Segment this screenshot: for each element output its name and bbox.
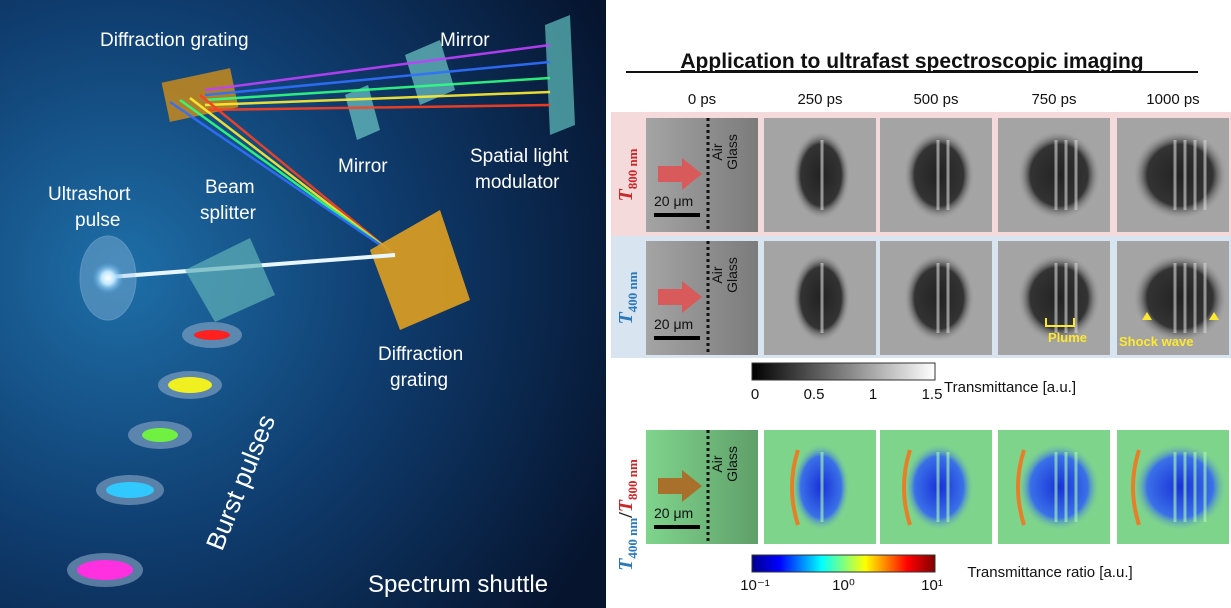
panel-title: Application to ultrafast spectroscopic i… [680, 50, 1143, 73]
slm [545, 15, 575, 135]
figure: Diffraction grating Mirror Mirror Spatia… [0, 0, 1231, 608]
spot [92, 262, 124, 294]
feature [1133, 131, 1227, 219]
column-label: 250 ps [797, 91, 842, 108]
colorbar-tick: 0 [751, 386, 759, 403]
colorbar-tick: 1.5 [922, 386, 943, 403]
subscript: 400 nm [625, 271, 640, 312]
annotation: Air [709, 455, 725, 472]
scale-label: 20 μm [654, 193, 693, 209]
label: modulator [475, 172, 560, 193]
annotation: Plume [1048, 330, 1087, 345]
scale-label: 20 μm [654, 316, 693, 332]
colorbar-label: Transmittance ratio [a.u.] [967, 564, 1132, 581]
colorbar [752, 363, 935, 380]
feature [1018, 443, 1100, 531]
annotation: Glass [724, 257, 740, 293]
column-label: 0 ps [688, 91, 716, 108]
subscript: 800 nm [625, 148, 640, 189]
scale-label: 20 μm [654, 505, 693, 521]
symbol: T [615, 189, 637, 202]
colorbar [752, 555, 935, 572]
label: Diffraction [378, 344, 463, 365]
label: Mirror [440, 30, 490, 51]
feature [1018, 254, 1100, 342]
column-label: 1000 ps [1146, 91, 1199, 108]
subscript: 400 nm [625, 518, 640, 559]
colorbar-tick: 10⁰ [832, 577, 855, 594]
caption: Spectrum shuttle [368, 571, 548, 598]
label: Diffraction grating [100, 30, 249, 51]
colorbar-label: Transmittance [a.u.] [944, 379, 1076, 396]
symbol: T [615, 558, 637, 571]
annotation: Shock wave [1119, 334, 1193, 349]
column-label: 500 ps [913, 91, 958, 108]
annotation: Glass [724, 446, 740, 482]
row-label: T400 nm/T800 nm [615, 459, 640, 571]
colorbar-tick: 10⁻¹ [740, 577, 770, 594]
feature [1133, 254, 1227, 342]
label: Mirror [338, 156, 388, 177]
annotation: Glass [724, 134, 740, 170]
colorbar-tick: 0.5 [804, 386, 825, 403]
label: splitter [200, 203, 257, 224]
subscript: 800 nm [625, 459, 640, 500]
label: pulse [75, 210, 120, 231]
annotation: Air [709, 266, 725, 283]
symbol: T [615, 312, 637, 325]
annotation: Air [709, 143, 725, 160]
scale-bar [654, 213, 700, 217]
scale-bar [654, 525, 700, 529]
panel: Application to ultrafast spectroscopic i… [611, 50, 1231, 594]
scale-bar [654, 336, 700, 340]
illustration: Diffraction grating Mirror Mirror Spatia… [0, 0, 606, 608]
column-label: 750 ps [1031, 91, 1076, 108]
label: Ultrashort [48, 184, 131, 205]
feature [1133, 443, 1227, 531]
symbol: T [615, 499, 637, 512]
label: Spatial light [470, 146, 569, 167]
feature [1018, 131, 1100, 219]
colorbar-tick: 1 [869, 386, 877, 403]
colorbar-tick: 10¹ [921, 577, 943, 594]
page: { "illustration": { "labels": { "grating… [0, 0, 1231, 608]
label: grating [390, 370, 448, 391]
label: Beam [205, 177, 255, 198]
